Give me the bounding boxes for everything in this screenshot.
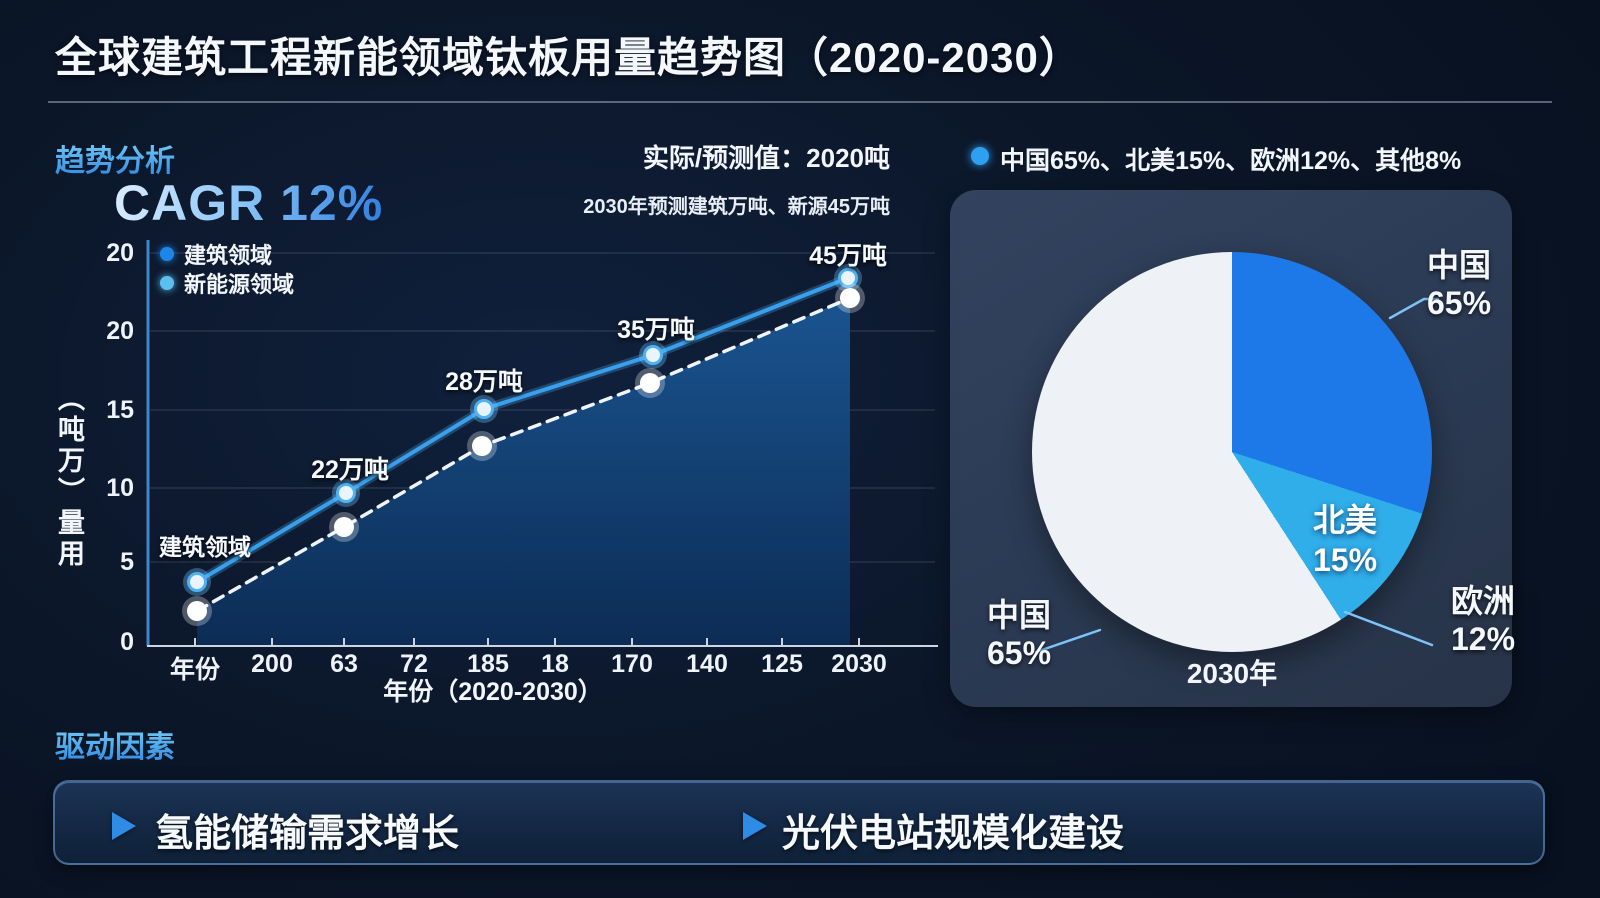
pie-label-north-america-name: 北美 — [1312, 502, 1377, 538]
x-axis-title: 年份（2020-2030） — [383, 678, 603, 706]
y-tick: 10 — [106, 474, 134, 502]
pie-chart — [1032, 252, 1432, 652]
drivers-section-title: 驱动因素 — [55, 722, 175, 766]
y-axis-title: （吨万）量用 — [54, 384, 84, 570]
x-tick: 72 — [400, 650, 428, 678]
x-tick: 140 — [686, 650, 728, 678]
y-tick: 20 — [106, 317, 134, 345]
pie-label-europe-name: 欧洲 — [1450, 583, 1515, 619]
pie-label-north-america: 北美 15% — [1290, 500, 1400, 580]
legend-dot-newenergy-icon — [160, 276, 174, 290]
x-tick: 年份 — [169, 656, 220, 684]
point-label-22: 22万吨 — [311, 456, 389, 484]
driver-item-hydrogen: 氢能储输需求增长 — [155, 813, 460, 855]
x-tick: 2030 — [831, 650, 887, 678]
pie-label-china-left: 中国 65% — [964, 596, 1074, 672]
pie-label-china-left-value: 65% — [986, 635, 1052, 671]
y-tick: 5 — [120, 548, 134, 576]
cagr-value: CAGR 12% — [114, 175, 384, 231]
legend-label-newenergy: 新能源领域 — [184, 272, 295, 297]
pie-label-europe: 欧洲 12% — [1428, 582, 1538, 658]
x-tick: 170 — [611, 650, 653, 678]
y-tick: 20 — [106, 239, 134, 267]
legend-label-construction: 建筑领域 — [184, 243, 273, 268]
x-tick: 18 — [541, 650, 569, 678]
x-tick: 125 — [761, 650, 803, 678]
trend-annotations: 实际/预测值：2020吨 2030年预测建筑万吨、新源45万吨 — [490, 138, 890, 219]
pie-caption: 2030年 — [1186, 658, 1278, 689]
pie-legend-dot-icon — [971, 147, 989, 165]
x-tick-marks — [194, 638, 860, 646]
y-tick: 0 — [120, 628, 134, 656]
x-tick: 185 — [467, 650, 509, 678]
pie-label-europe-value: 12% — [1450, 621, 1516, 657]
driver-bullet-icon — [743, 812, 767, 840]
pie-label-china-left-name: 中国 — [986, 597, 1051, 633]
drivers-bar — [53, 780, 1545, 865]
legend-item-construction: 建筑领域 — [160, 238, 272, 270]
annotation-line2: 2030年预测建筑万吨、新源45万吨 — [583, 196, 890, 218]
pie-label-north-america-value: 15% — [1312, 542, 1378, 578]
pie-legend-text: 中国65%、北美15%、欧洲12%、其他8% — [1000, 147, 1462, 175]
trend-section-title: 趋势分析 — [55, 136, 175, 180]
driver-item-solar: 光伏电站规模化建设 — [782, 813, 1125, 855]
point-label-45: 45万吨 — [809, 242, 887, 270]
annotation-line1: 实际/预测值：2020吨 — [642, 143, 890, 173]
driver-bullet-icon — [112, 812, 136, 840]
x-tick: 63 — [330, 650, 358, 678]
pie-label-china-top-value: 65% — [1426, 285, 1492, 321]
gridlines — [150, 252, 935, 563]
x-tick: 200 — [251, 650, 293, 678]
legend-dot-construction-icon — [160, 247, 174, 261]
point-label-35: 35万吨 — [617, 316, 695, 344]
y-tick: 15 — [106, 396, 134, 424]
page-title: 全球建筑工程新能领域钛板用量趋势图（2020-2030） — [55, 34, 1082, 81]
point-label-construction: 建筑领域 — [159, 534, 251, 560]
pie-label-china-top-name: 中国 — [1426, 247, 1491, 283]
series-construction-line — [195, 276, 850, 584]
legend-item-newenergy: 新能源领域 — [160, 267, 294, 299]
pie-label-china-top: 中国 65% — [1404, 246, 1514, 322]
point-label-28: 28万吨 — [445, 368, 523, 396]
